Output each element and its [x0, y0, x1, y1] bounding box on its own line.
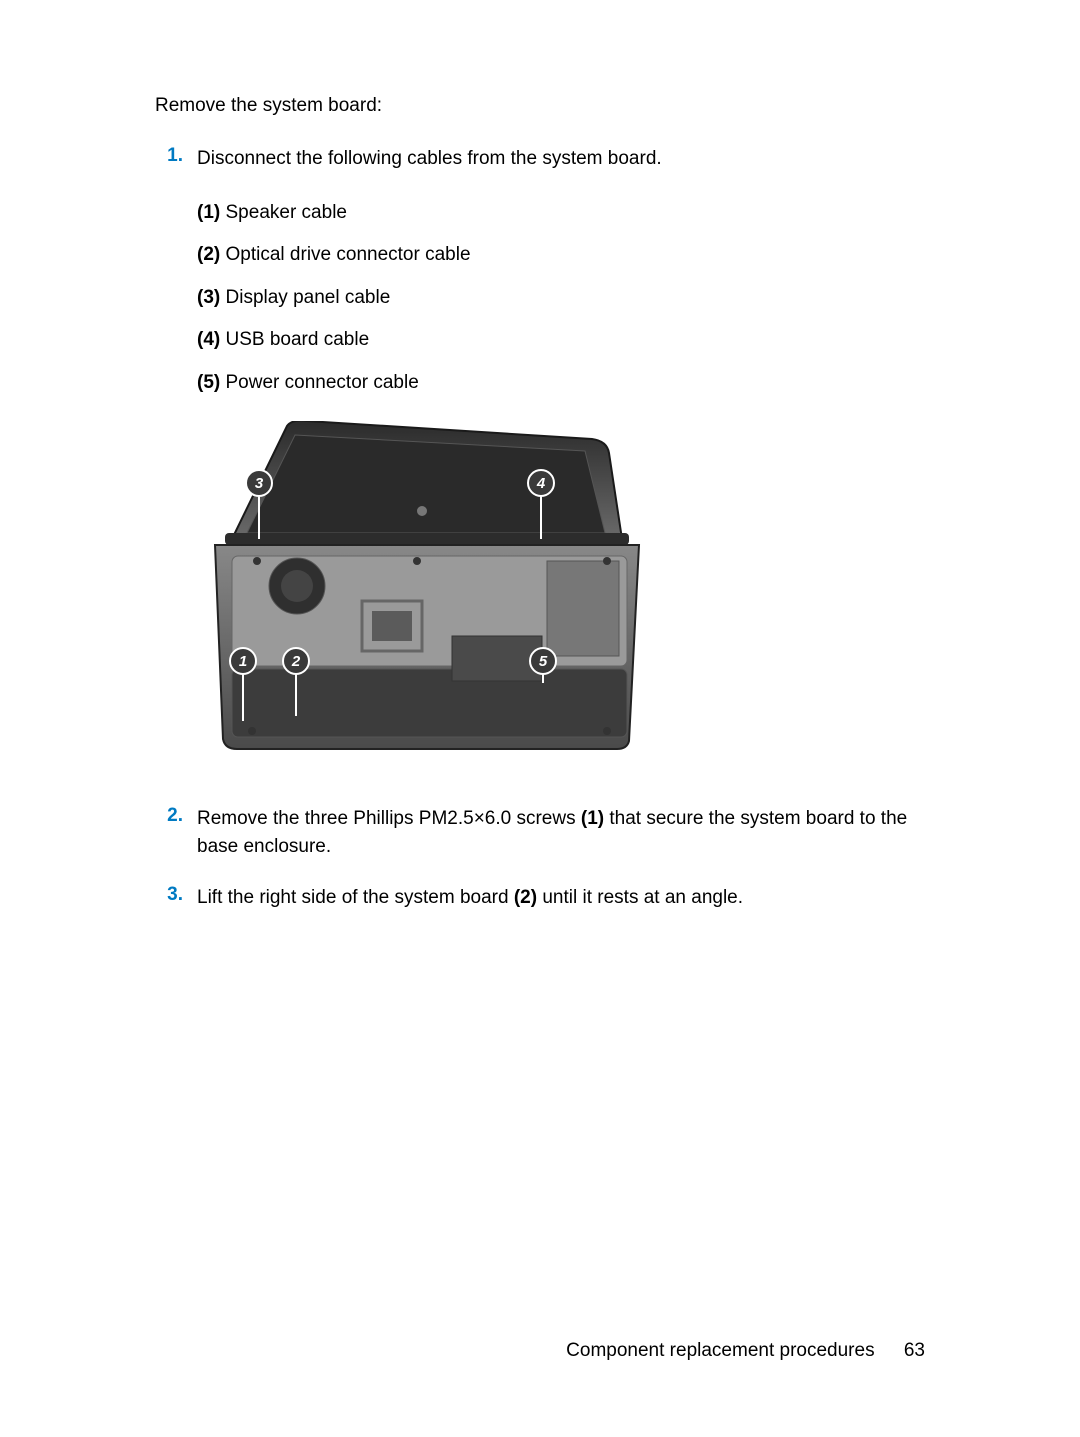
laptop-diagram: 3 4 1: [197, 421, 642, 751]
cable-item-1: (1) Speaker cable: [197, 199, 930, 228]
step-2-text-a: Remove the three Phillips PM2.5×6.0 scre…: [197, 808, 581, 829]
cable-3-marker: (3): [197, 287, 220, 308]
hp-logo-icon: [417, 506, 427, 516]
right-board-region: [547, 561, 619, 656]
cable-4-marker: (4): [197, 329, 220, 350]
cable-3-label: Display panel cable: [220, 287, 390, 308]
step-1-marker: 1.: [155, 145, 197, 781]
callout-2: 2: [283, 648, 309, 674]
cable-item-5: (5) Power connector cable: [197, 369, 930, 398]
cable-5-label: Power connector cable: [220, 372, 419, 393]
cable-2-label: Optical drive connector cable: [220, 244, 470, 265]
svg-text:5: 5: [539, 653, 548, 670]
step-3-text-a: Lift the right side of the system board: [197, 887, 514, 908]
step-3-text-b: until it rests at an angle.: [537, 887, 743, 908]
cable-list: (1) Speaker cable (2) Optical drive conn…: [197, 199, 930, 398]
step-1-text: Disconnect the following cables from the…: [197, 148, 662, 169]
chipset: [452, 636, 542, 681]
cable-item-2: (2) Optical drive connector cable: [197, 241, 930, 270]
svg-text:3: 3: [255, 475, 264, 492]
step-3-bold: (2): [514, 887, 537, 908]
step-3-marker: 3.: [155, 884, 197, 912]
screw-icon: [603, 557, 611, 565]
callout-1: 1: [230, 648, 256, 674]
callout-4: 4: [528, 470, 554, 496]
cable-2-marker: (2): [197, 244, 220, 265]
step-2: 2. Remove the three Phillips PM2.5×6.0 s…: [155, 805, 930, 860]
palm-rest-cavity: [232, 669, 627, 737]
screw-icon: [603, 727, 611, 735]
screw-icon: [413, 557, 421, 565]
step-2-marker: 2.: [155, 805, 197, 860]
cable-4-label: USB board cable: [220, 329, 369, 350]
footer-label: Component replacement procedures: [566, 1340, 874, 1361]
fan-hub-icon: [281, 570, 313, 602]
step-3: 3. Lift the right side of the system boa…: [155, 884, 930, 912]
page-number: 63: [904, 1340, 925, 1361]
cable-item-3: (3) Display panel cable: [197, 284, 930, 313]
screw-icon: [253, 557, 261, 565]
svg-text:2: 2: [291, 653, 301, 670]
svg-text:1: 1: [239, 653, 247, 670]
intro-text: Remove the system board:: [155, 95, 930, 117]
cpu-die: [372, 611, 412, 641]
page-footer: Component replacement procedures 63: [566, 1340, 925, 1362]
cable-1-label: Speaker cable: [220, 202, 347, 223]
cable-5-marker: (5): [197, 372, 220, 393]
step-1: 1. Disconnect the following cables from …: [155, 145, 930, 781]
cable-item-4: (4) USB board cable: [197, 326, 930, 355]
callout-3: 3: [246, 470, 272, 496]
hinge: [225, 533, 629, 545]
svg-text:4: 4: [536, 475, 546, 492]
callout-5: 5: [530, 648, 556, 674]
screw-icon: [248, 727, 256, 735]
figure: 3 4 1: [197, 421, 930, 751]
main-steps-list: 1. Disconnect the following cables from …: [155, 145, 930, 912]
cable-1-marker: (1): [197, 202, 220, 223]
step-2-bold: (1): [581, 808, 604, 829]
